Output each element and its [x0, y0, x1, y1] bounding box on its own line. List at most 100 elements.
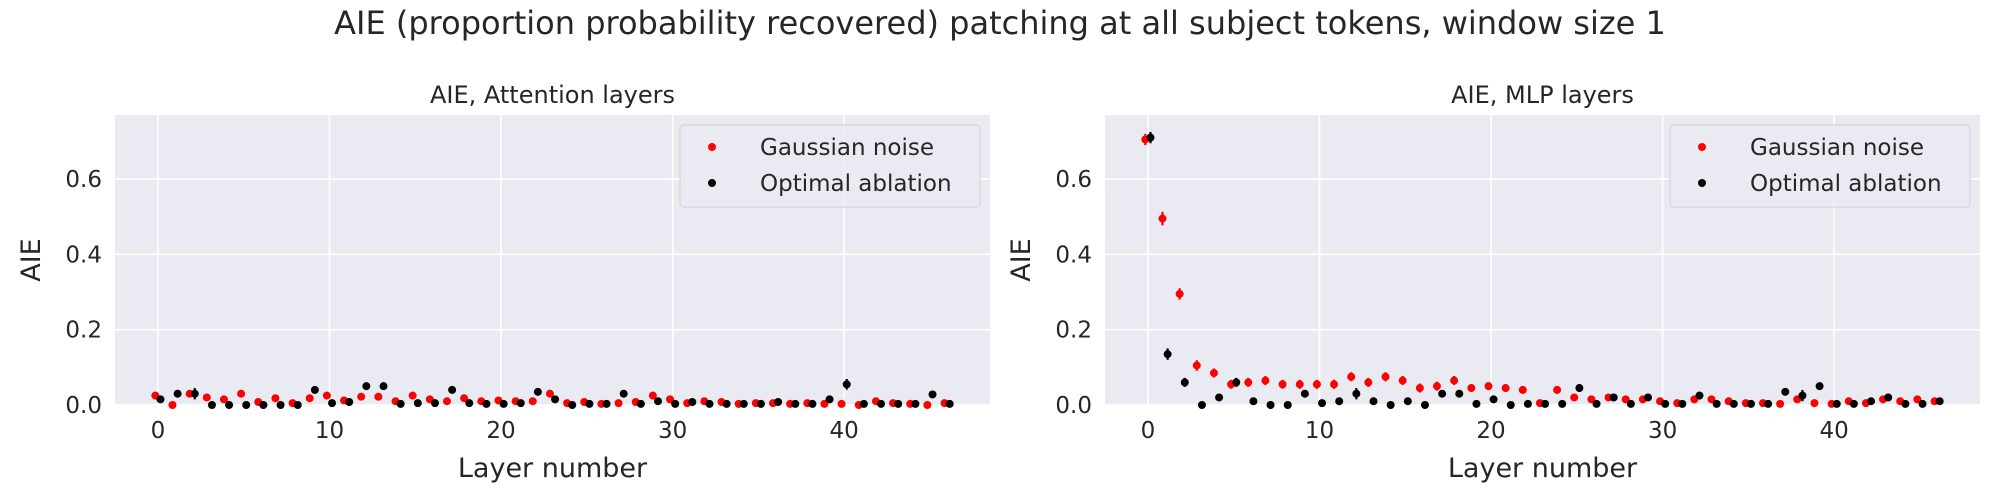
series-optimal-ablation: [156, 379, 954, 409]
data-point: [168, 401, 177, 409]
data-point: [305, 394, 314, 403]
legend-marker: [1698, 143, 1706, 151]
data-point: [1707, 395, 1716, 404]
x-tick-label: 10: [1305, 418, 1334, 444]
x-tick-label: 40: [830, 418, 859, 444]
data-point: [460, 394, 469, 403]
data-point: [482, 399, 491, 408]
data-point: [671, 399, 680, 408]
data-point: [1386, 401, 1395, 409]
data-point: [636, 399, 645, 408]
data-point: [923, 401, 932, 409]
data-point: [602, 399, 611, 408]
data-point: [1192, 361, 1201, 370]
data-point: [1330, 380, 1339, 389]
data-point: [1918, 399, 1927, 408]
legend-marker: [708, 143, 716, 151]
legend-box: [1669, 124, 1971, 208]
data-point: [1364, 378, 1373, 387]
data-point: [1935, 397, 1944, 406]
data-point: [1695, 391, 1704, 400]
data-point: [894, 399, 903, 408]
data-point: [1415, 384, 1424, 393]
data-point: [528, 397, 537, 406]
data-point: [1626, 399, 1635, 408]
data-point: [1244, 378, 1253, 387]
data-point: [237, 389, 246, 398]
data-point: [1197, 401, 1206, 409]
x-axis-label: Layer number: [1448, 453, 1638, 484]
data-point: [688, 397, 697, 406]
data-point: [1369, 397, 1378, 406]
data-point: [842, 380, 851, 389]
data-point: [1472, 399, 1481, 408]
series-gaussian-noise: [1141, 133, 1939, 408]
figure-title: AIE (proportion probability recovered) p…: [334, 4, 1666, 42]
data-point: [859, 399, 868, 408]
y-tick-label: 0.0: [65, 393, 102, 419]
y-tick-label: 0.2: [65, 318, 102, 344]
data-point: [1300, 389, 1309, 398]
data-point: [310, 385, 319, 394]
y-tick-label: 0.4: [1055, 242, 1092, 268]
data-point: [1644, 393, 1653, 402]
data-point: [756, 399, 765, 408]
x-tick-label: 30: [658, 418, 687, 444]
data-point: [396, 399, 405, 408]
chart-panel-2: 0 10 20 30 40 0.0 0.2 0.4 0.6 AIE, MLP layers Laye…: [1006, 81, 1980, 484]
data-point: [1523, 399, 1532, 408]
y-tick-label: 0.2: [1055, 318, 1092, 344]
data-point: [156, 395, 165, 404]
data-point: [837, 399, 846, 408]
data-point: [362, 382, 371, 391]
y-axis-label: AIE: [16, 238, 47, 282]
data-point: [408, 391, 417, 400]
data-point: [1432, 382, 1441, 391]
data-point: [1215, 393, 1224, 402]
data-point: [551, 395, 560, 404]
data-point: [1180, 378, 1189, 387]
data-point: [207, 401, 216, 409]
x-tick-label: 20: [486, 418, 515, 444]
data-point: [1158, 214, 1167, 223]
data-point: [1884, 393, 1893, 402]
data-point: [1335, 397, 1344, 406]
legend-label: Optimal ablation: [760, 171, 952, 197]
data-point: [585, 399, 594, 408]
data-point: [877, 399, 886, 408]
panel-title: AIE, MLP layers: [1451, 81, 1634, 109]
data-point: [1398, 376, 1407, 385]
data-point: [1163, 350, 1172, 359]
data-point: [465, 399, 474, 408]
data-point: [1295, 380, 1304, 389]
data-point: [1764, 399, 1773, 408]
legend: Gaussian noise Optimal ablation: [679, 124, 981, 208]
data-point: [1609, 393, 1618, 402]
data-point: [1283, 401, 1292, 409]
data-point: [1901, 399, 1910, 408]
x-tick-label: 30: [1648, 418, 1677, 444]
data-point: [791, 399, 800, 408]
data-point: [1518, 385, 1527, 394]
data-point: [1381, 372, 1390, 381]
data-point: [322, 391, 331, 400]
data-point: [173, 389, 182, 398]
data-point: [1455, 389, 1464, 398]
data-point: [1587, 395, 1596, 404]
legend: Gaussian noise Optimal ablation: [1669, 124, 1971, 208]
data-point: [1232, 378, 1241, 387]
data-point: [1575, 384, 1584, 393]
data-point: [666, 395, 675, 404]
y-tick-label: 0.6: [65, 167, 102, 193]
data-point: [1781, 387, 1790, 396]
data-point: [1278, 380, 1287, 389]
data-point: [1815, 382, 1824, 391]
x-tick-label: 0: [1141, 418, 1156, 444]
data-point: [568, 401, 577, 409]
legend-label: Optimal ablation: [1750, 171, 1942, 197]
data-point: [1592, 399, 1601, 408]
legend-label: Gaussian noise: [1750, 135, 1924, 161]
data-point: [1484, 382, 1493, 391]
data-point: [1849, 399, 1858, 408]
